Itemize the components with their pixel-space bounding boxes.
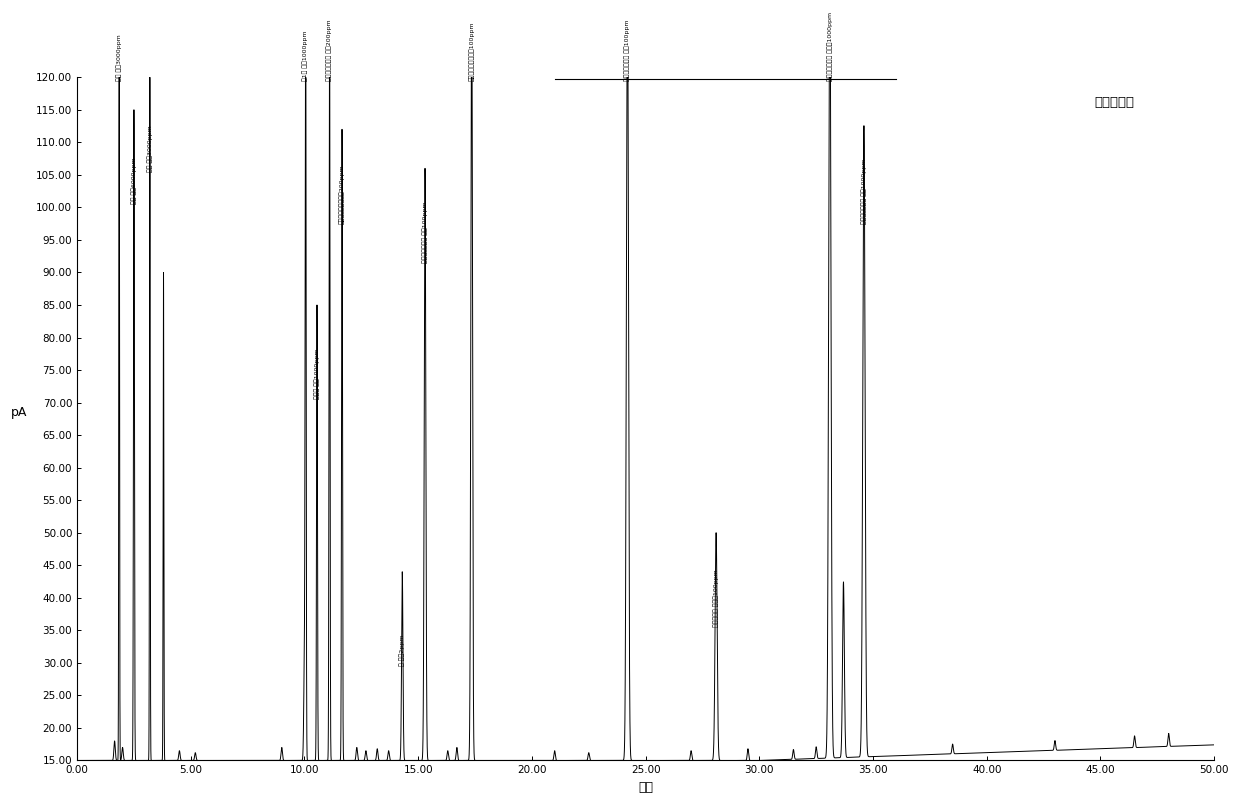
Text: 苯丙醇 加以1000ppm: 苯丙醇 加以1000ppm — [314, 349, 320, 399]
Text: 一四甲基丁 量比以100ppm: 一四甲基丁 量比以100ppm — [713, 569, 719, 627]
Text: 对照品溶液: 对照品溶液 — [1095, 97, 1135, 109]
Text: 丙酮 加以3000ppm: 丙酮 加以3000ppm — [148, 125, 153, 171]
Text: 甲基丙烯酸主体 量以1000ppm: 甲基丙烯酸主体 量以1000ppm — [861, 159, 867, 224]
Text: 甲基丙烯酸主体 量比以1000ppm: 甲基丙烯酸主体 量比以1000ppm — [827, 11, 832, 80]
Text: 甲基丙烯酸乙酯 加以100ppm: 甲基丙烯酸乙酯 加以100ppm — [423, 201, 428, 262]
Text: 乙醇 加以6000ppm: 乙醇 加以6000ppm — [131, 158, 136, 204]
Y-axis label: pA: pA — [11, 406, 27, 419]
Text: 甲基丙烯酸乙酯 加以200ppm: 甲基丙烯酸乙酯 加以200ppm — [326, 19, 332, 81]
Text: 甲基丙烯酸主体 量比100ppm: 甲基丙烯酸主体 量比100ppm — [625, 19, 630, 80]
Text: 甲醇 加以3000ppm: 甲醇 加以3000ppm — [117, 34, 122, 80]
Text: 甲基丙烯酸丁酯加以100ppm: 甲基丙烯酸丁酯加以100ppm — [469, 21, 475, 80]
X-axis label: 分钟: 分钟 — [639, 781, 653, 794]
Text: 甲基丙烯酸丁酯加以200ppm: 甲基丙烯酸丁酯加以200ppm — [340, 164, 345, 224]
Text: 苯 量比2ppm: 苯 量比2ppm — [399, 635, 405, 666]
Text: 苯1醇 加以1000ppm: 苯1醇 加以1000ppm — [303, 30, 309, 80]
